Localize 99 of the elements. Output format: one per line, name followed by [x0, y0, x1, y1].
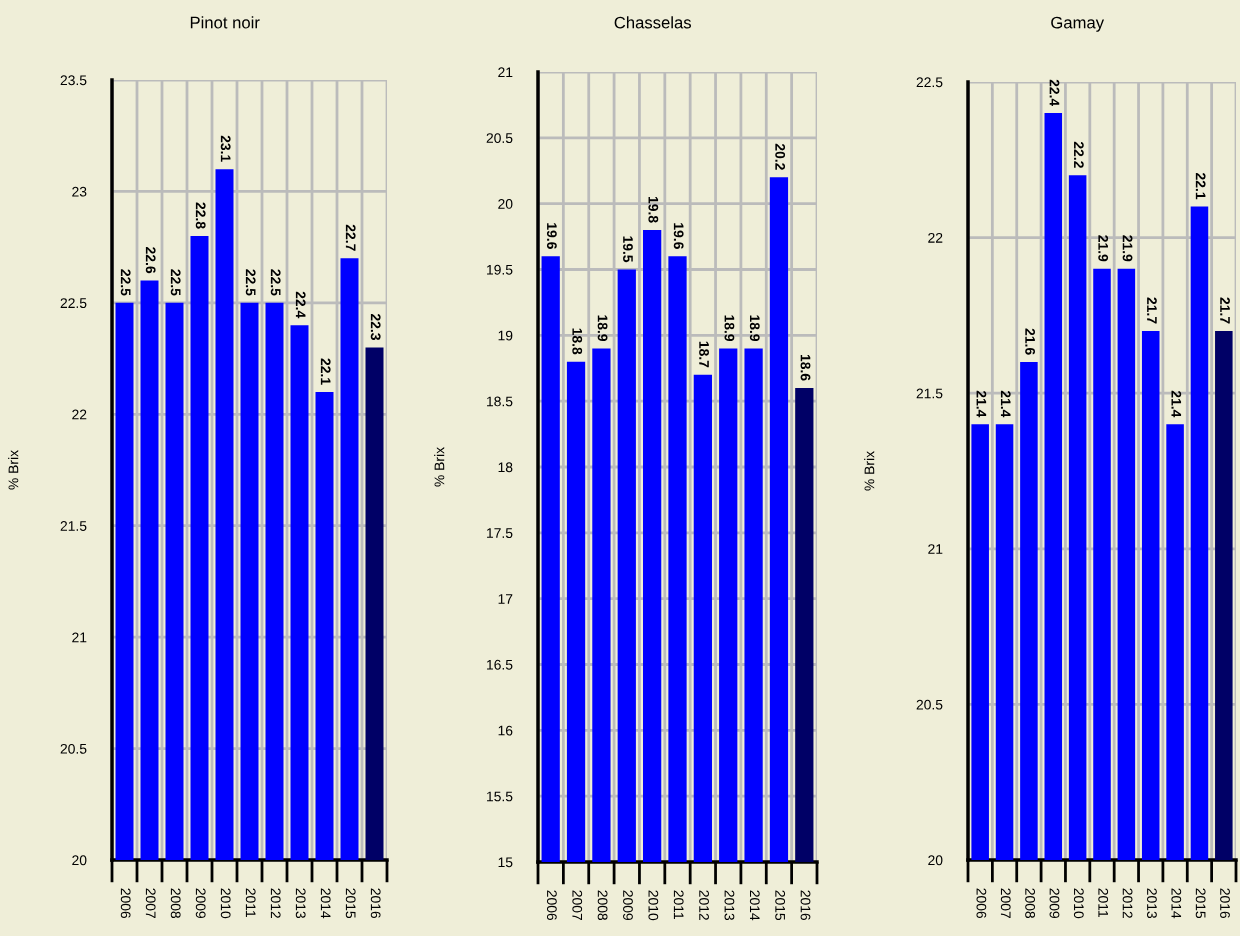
- x-tick-label: 2012: [1122, 888, 1133, 918]
- y-tick-label: 22: [928, 232, 943, 243]
- x-tick-label: 2007: [572, 890, 583, 920]
- data-label: 21.7: [1147, 297, 1157, 324]
- data-label: 22.5: [120, 269, 131, 296]
- x-tick-label: 2013: [724, 890, 735, 921]
- y-axis-title: % Brix: [434, 447, 445, 487]
- x-tick-label: 2012: [699, 890, 709, 920]
- x-tick-label: 2009: [623, 890, 633, 921]
- x-tick-label: 2015: [775, 890, 786, 921]
- y-tick-label: 16.5: [487, 659, 513, 670]
- y-tick-label: 21.5: [60, 521, 87, 531]
- x-tick-label: 2016: [800, 890, 811, 921]
- data-label: 22.2: [1074, 141, 1084, 168]
- data-label: 22.4: [1049, 79, 1060, 107]
- y-axis-title: % Brix: [8, 450, 19, 490]
- y-tick-label: 21: [498, 67, 513, 78]
- x-tick-label: 2010: [648, 890, 659, 921]
- data-label: 21.6: [1025, 328, 1036, 355]
- x-tick-label: 2016: [370, 888, 381, 919]
- y-tick-label: 16: [498, 725, 513, 736]
- x-tick-label: 2013: [295, 888, 306, 919]
- data-label: 22.5: [170, 269, 181, 296]
- y-tick-label: 22.5: [916, 77, 943, 88]
- x-tick-label: 2014: [320, 888, 331, 919]
- x-tick-label: 2012: [270, 888, 281, 918]
- x-tick-label: 2008: [597, 890, 608, 921]
- y-tick-label: 23: [72, 186, 87, 197]
- x-tick-label: 2006: [546, 890, 557, 921]
- y-tick-label: 21: [72, 632, 87, 643]
- data-label: 22.3: [370, 313, 381, 340]
- data-label: 19.6: [546, 223, 557, 249]
- y-tick-label: 15: [498, 857, 513, 868]
- y-tick-label: 20.5: [60, 743, 87, 754]
- chart-title: Gamay: [1051, 16, 1105, 32]
- data-label: 21.4: [1000, 390, 1011, 418]
- x-tick-label: 2006: [976, 888, 987, 919]
- data-label: 22.8: [195, 202, 206, 229]
- x-tick-label: 2011: [673, 890, 684, 919]
- data-label: 22.5: [245, 269, 256, 296]
- y-tick-label: 21: [928, 544, 943, 554]
- y-tick-label: 20: [928, 855, 943, 866]
- x-tick-label: 2010: [1073, 888, 1084, 919]
- y-tick-label: 15.5: [487, 791, 513, 802]
- data-label: 19.6: [673, 223, 684, 249]
- data-label: 21.4: [1171, 390, 1182, 418]
- x-tick-label: 2015: [345, 888, 356, 919]
- data-label: 18.6: [800, 354, 811, 381]
- data-label: 18.9: [597, 315, 608, 342]
- x-tick-label: 2007: [1000, 888, 1011, 918]
- y-tick-label: 22.5: [60, 298, 87, 309]
- x-tick-label: 2007: [145, 888, 156, 918]
- y-tick-label: 23.5: [60, 75, 87, 86]
- data-label: 21.9: [1122, 235, 1133, 262]
- x-tick-label: 2010: [220, 888, 231, 919]
- y-tick-label: 22: [72, 409, 87, 420]
- y-tick-label: 21.5: [916, 388, 943, 399]
- y-axis-title: % Brix: [864, 451, 875, 491]
- x-tick-label: 2008: [170, 888, 181, 919]
- x-tick-label: 2009: [195, 888, 206, 919]
- y-tick-label: 20.5: [486, 133, 513, 143]
- x-tick-label: 2009: [1049, 888, 1060, 919]
- data-label: 18.9: [724, 315, 735, 342]
- x-tick-label: 2011: [245, 888, 256, 917]
- y-tick-label: 20.5: [916, 699, 943, 710]
- y-tick-label: 18: [498, 462, 513, 473]
- y-tick-label: 17.5: [487, 528, 513, 538]
- data-label: 19.8: [648, 196, 659, 223]
- data-label: 18.7: [699, 341, 709, 368]
- x-tick-label: 2011: [1098, 888, 1109, 917]
- data-label: 22.4: [295, 291, 306, 319]
- data-label: 22.5: [270, 269, 281, 296]
- x-tick-label: 2016: [1220, 888, 1230, 919]
- x-tick-label: 2014: [1171, 888, 1182, 919]
- data-label: 21.4: [976, 390, 987, 418]
- x-tick-label: 2015: [1195, 888, 1206, 919]
- y-tick-label: 18.5: [487, 396, 513, 407]
- chart-title: Pinot noir: [190, 16, 260, 29]
- y-tick-label: 20: [498, 199, 513, 209]
- chart-title: Chasselas: [614, 16, 692, 29]
- data-label: 18.9: [749, 315, 760, 342]
- data-label: 21.7: [1220, 297, 1230, 324]
- data-label: 22.1: [320, 358, 331, 385]
- data-label: 21.9: [1098, 235, 1109, 262]
- data-label: 19.5: [623, 236, 633, 263]
- y-tick-label: 19.5: [487, 264, 513, 275]
- y-tick-label: 19: [498, 330, 513, 341]
- x-tick-label: 2013: [1147, 888, 1157, 919]
- data-label: 22.6: [145, 247, 156, 274]
- y-tick-label: 20: [72, 855, 87, 866]
- data-label: 22.7: [345, 224, 356, 251]
- x-tick-label: 2014: [749, 890, 760, 921]
- x-tick-label: 2006: [120, 888, 131, 919]
- data-label: 22.1: [1195, 172, 1206, 200]
- y-tick-label: 17: [498, 594, 513, 604]
- x-tick-label: 2008: [1025, 888, 1036, 919]
- data-label: 23.1: [220, 135, 231, 162]
- data-label: 18.8: [572, 328, 583, 355]
- data-label: 20.2: [775, 143, 786, 170]
